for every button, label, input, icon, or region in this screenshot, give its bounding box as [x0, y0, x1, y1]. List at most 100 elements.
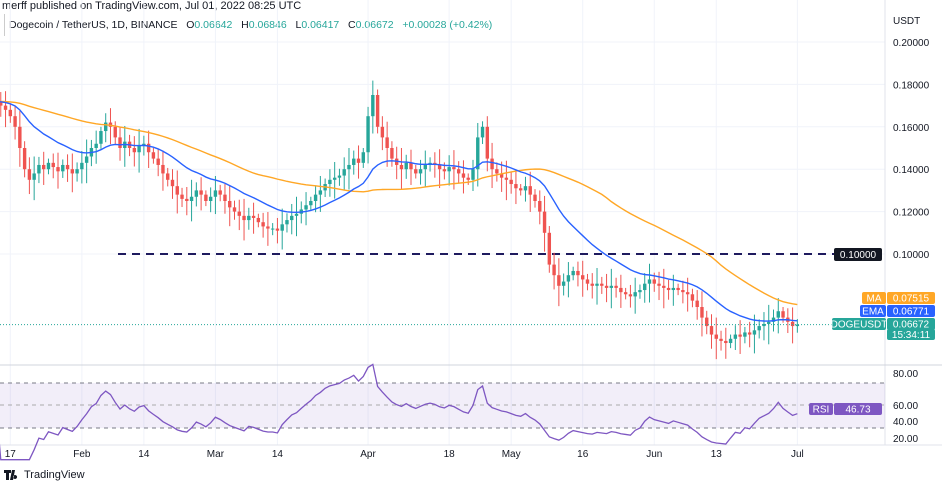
- candle-body: [8, 109, 13, 117]
- candle-body: [533, 194, 537, 201]
- candle-body: [466, 177, 470, 180]
- candle-body: [318, 190, 323, 195]
- candle-body: [0, 101, 3, 106]
- footer-brand[interactable]: TradingView: [4, 469, 85, 481]
- candle-body: [519, 188, 523, 191]
- candle-body: [27, 169, 32, 180]
- candle-body: [137, 145, 141, 153]
- candle-body: [495, 169, 499, 174]
- time-tick: Mar: [207, 449, 225, 460]
- ma-value: 0.07515: [893, 294, 930, 305]
- candle-body: [56, 167, 60, 172]
- candle-body: [662, 285, 666, 288]
- bar-countdown-bg: [887, 329, 935, 340]
- candle-body: [161, 164, 165, 174]
- candle-body: [705, 317, 709, 327]
- ma-label: MA: [867, 294, 882, 305]
- candle-body: [790, 321, 795, 327]
- candle-body: [623, 292, 628, 295]
- candle-body: [581, 275, 585, 280]
- candle-body: [3, 105, 8, 110]
- candle-body: [390, 148, 394, 159]
- candle-body: [285, 220, 289, 225]
- published-note: merff published on TradingView.com, Jul …: [2, 0, 302, 12]
- candle-body: [356, 158, 361, 163]
- candle-body: [194, 190, 199, 197]
- time-tick: 14: [272, 449, 284, 460]
- candle-body: [728, 338, 733, 344]
- candle-body: [409, 162, 413, 170]
- candle-body: [32, 173, 36, 180]
- candle-body: [452, 167, 456, 170]
- candle-body: [280, 224, 284, 231]
- candle-body: [576, 270, 580, 276]
- candle-body: [619, 287, 623, 293]
- symbol-title: Dogecoin / TetherUS, 1D, BINANCE: [9, 19, 178, 31]
- candle-body: [447, 167, 451, 172]
- candle-body: [657, 283, 661, 286]
- candle-body: [352, 158, 356, 165]
- candle-body: [404, 162, 408, 170]
- candle-body: [423, 164, 427, 170]
- candle-body: [547, 232, 552, 265]
- candle-body: [223, 194, 227, 201]
- rsi-label-bg: [809, 403, 833, 415]
- candle-body: [84, 156, 89, 163]
- price-tick: 0.14000: [893, 165, 930, 176]
- candle-body: [309, 201, 313, 206]
- candle-body: [347, 164, 351, 170]
- open-label: O: [186, 19, 195, 31]
- candle-body: [399, 164, 404, 170]
- candle-body: [795, 324, 800, 327]
- ema-label-bg: [860, 305, 886, 317]
- candle-body: [762, 323, 766, 327]
- open-value: 0.06642: [194, 19, 233, 31]
- candle-body: [18, 126, 22, 148]
- ema-value: 0.06771: [893, 307, 930, 318]
- candle-body: [743, 332, 747, 337]
- candle-body: [733, 334, 738, 339]
- candle-body: [80, 162, 84, 170]
- candle-body: [251, 215, 256, 218]
- currency-label: USDT: [893, 16, 920, 27]
- candle-body: [175, 186, 179, 195]
- level-value-bg: [834, 248, 882, 261]
- price-tick: 0.20000: [893, 38, 930, 49]
- candle-body: [776, 311, 780, 318]
- candle-body: [490, 158, 494, 170]
- candle-body: [294, 213, 299, 216]
- candle-body: [366, 116, 370, 153]
- candle-body: [700, 307, 704, 318]
- candle-body: [65, 164, 70, 170]
- candle-body: [290, 215, 294, 221]
- ma-value-bg: [887, 292, 935, 304]
- candle-body: [752, 330, 757, 335]
- candle-body: [557, 275, 561, 286]
- candle-body: [480, 126, 485, 138]
- price-chart[interactable]: 0.20000 0.18000 0.16000 0.14000 0.12000 0.100…: [0, 0, 942, 470]
- ma-label-bg: [862, 292, 886, 304]
- rsi-value: 46.73: [845, 405, 870, 416]
- candle-body: [113, 126, 117, 138]
- candle-body: [638, 290, 642, 293]
- candle-body: [633, 292, 637, 297]
- time-tick: Feb: [73, 449, 91, 460]
- close-label: C: [348, 19, 356, 31]
- candle-body: [485, 126, 490, 159]
- candle-body: [628, 294, 633, 297]
- candle-body: [643, 283, 647, 291]
- candle-body: [304, 205, 308, 210]
- candle-body: [738, 334, 742, 337]
- candle-body: [270, 228, 275, 230]
- change-value: +0.00028 (+0.42%): [402, 19, 493, 31]
- candle-body: [724, 340, 728, 344]
- candle-body: [709, 326, 714, 335]
- candle-body: [151, 152, 156, 159]
- candle-body: [499, 173, 504, 178]
- candle-body: [61, 164, 65, 172]
- candle-body: [566, 275, 571, 282]
- candle-body: [342, 169, 346, 176]
- candle-body: [781, 311, 785, 318]
- candle-body: [275, 228, 280, 231]
- candle-body: [328, 179, 332, 185]
